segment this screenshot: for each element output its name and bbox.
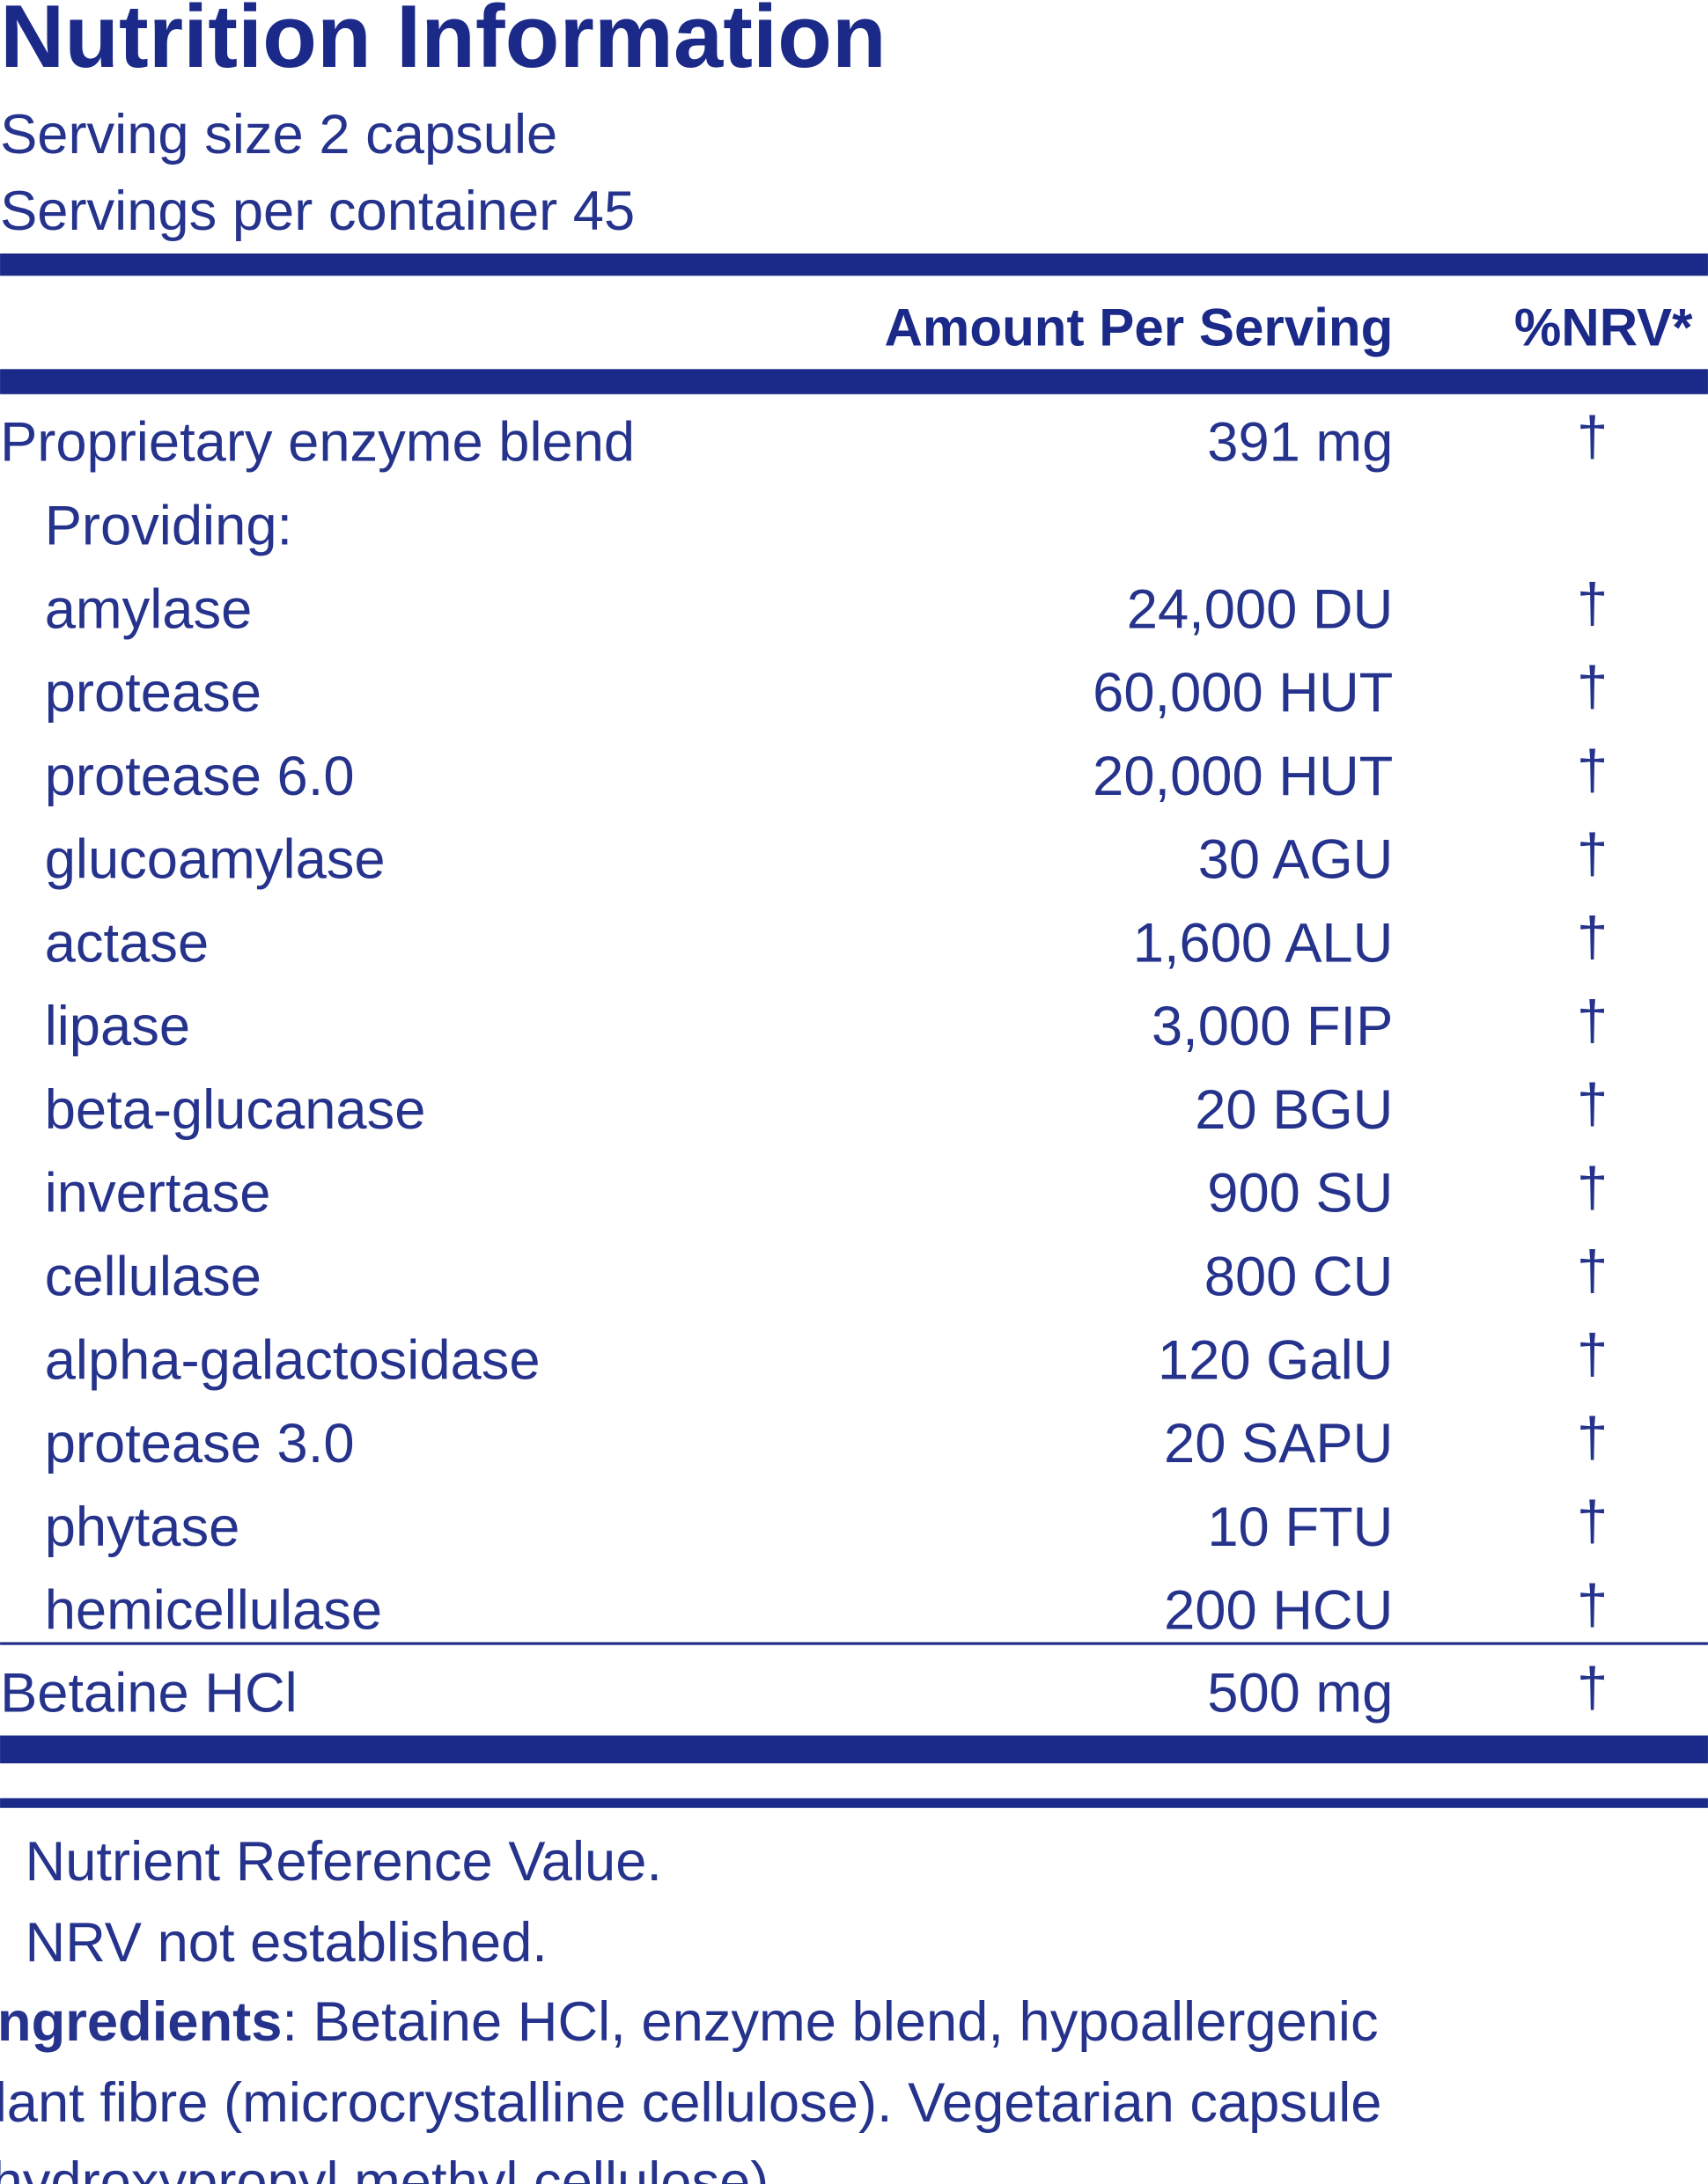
nutrient-name: Proprietary enzyme blend xyxy=(0,412,635,474)
footnote: Nutrient Reference Value. xyxy=(26,1831,662,1893)
thick-rule xyxy=(0,369,1708,394)
nutrient-name: lipase xyxy=(45,996,190,1057)
ingredients-label: ngredients xyxy=(0,1991,282,2053)
nrv: † xyxy=(1577,1491,1608,1553)
amount: 900 SU xyxy=(1207,1163,1393,1224)
title: Nutrition Information xyxy=(0,0,887,86)
nutrient-name: alpha-galactosidase xyxy=(45,1329,541,1391)
nrv: † xyxy=(1577,573,1608,635)
amount: 60,000 HUT xyxy=(1093,662,1393,724)
column-header: Amount Per Serving xyxy=(885,298,1394,357)
amount: 500 mg xyxy=(1207,1663,1393,1724)
nutrient-name: protease 6.0 xyxy=(45,746,355,807)
nutrient-name: phytase xyxy=(45,1496,240,1558)
amount: 800 CU xyxy=(1204,1246,1394,1308)
amount: 200 HCU xyxy=(1164,1580,1393,1642)
nutrient-name: cellulase xyxy=(45,1246,261,1308)
thick-rule xyxy=(0,253,1708,276)
ingredients-text: lant fibre (microcrystalline cellulose).… xyxy=(0,2072,1381,2134)
nrv: † xyxy=(1577,406,1608,467)
nrv: † xyxy=(1577,1408,1608,1469)
nrv: † xyxy=(1577,1574,1608,1636)
nrv: † xyxy=(1577,657,1608,718)
amount: 20 SAPU xyxy=(1164,1413,1393,1474)
amount: 20 BGU xyxy=(1195,1079,1393,1141)
nutrient-name: invertase xyxy=(45,1163,271,1224)
nrv: † xyxy=(1577,1157,1608,1218)
nrv: † xyxy=(1577,1657,1608,1718)
serving-size: Serving size 2 capsule xyxy=(0,104,557,165)
nrv: † xyxy=(1577,740,1608,802)
nrv: † xyxy=(1577,1074,1608,1136)
nutrient-name: amylase xyxy=(45,578,253,640)
nrv: † xyxy=(1577,990,1608,1052)
nutrient-name: actase xyxy=(45,912,209,974)
nutrient-name: protease xyxy=(45,662,261,724)
nrv: † xyxy=(1577,1324,1608,1386)
footnote: NRV not established. xyxy=(26,1912,548,1974)
ingredients-text: : Betaine HCl, enzyme blend, hypoallerge… xyxy=(282,1991,1378,2053)
thick-rule xyxy=(0,1735,1708,1764)
amount: 3,000 FIP xyxy=(1152,996,1393,1057)
amount: 30 AGU xyxy=(1198,829,1394,891)
nrv: † xyxy=(1577,1240,1608,1302)
nutrient-name: protease 3.0 xyxy=(45,1413,355,1474)
ingredients-text: hydroxypropyl methyl cellulose). xyxy=(0,2151,784,2184)
nutrient-name: Providing: xyxy=(45,496,292,557)
nutrient-name: glucoamylase xyxy=(45,829,386,891)
amount: 1,600 ALU xyxy=(1133,912,1394,974)
nutrient-name: Betaine HCl xyxy=(0,1663,298,1724)
amount: 120 GalU xyxy=(1158,1329,1393,1391)
ingredients: ngredients: Betaine HCl, enzyme blend, h… xyxy=(0,1991,1379,2053)
table-body: Proprietary enzyme blend 391 mg † Providing… xyxy=(0,406,1608,1724)
nrv: † xyxy=(1577,823,1608,885)
amount: 10 FTU xyxy=(1207,1496,1393,1558)
amount: 20,000 HUT xyxy=(1093,746,1393,807)
servings-per-container: Servings per container 45 xyxy=(0,180,635,242)
nutrient-name: hemicellulase xyxy=(45,1580,382,1642)
nrv: † xyxy=(1577,907,1608,968)
amount: 391 mg xyxy=(1207,412,1393,474)
column-header: %NRV* xyxy=(1514,298,1693,357)
rule xyxy=(0,1798,1708,1808)
amount: 24,000 DU xyxy=(1127,578,1394,640)
nutrient-name: beta-glucanase xyxy=(45,1079,426,1141)
